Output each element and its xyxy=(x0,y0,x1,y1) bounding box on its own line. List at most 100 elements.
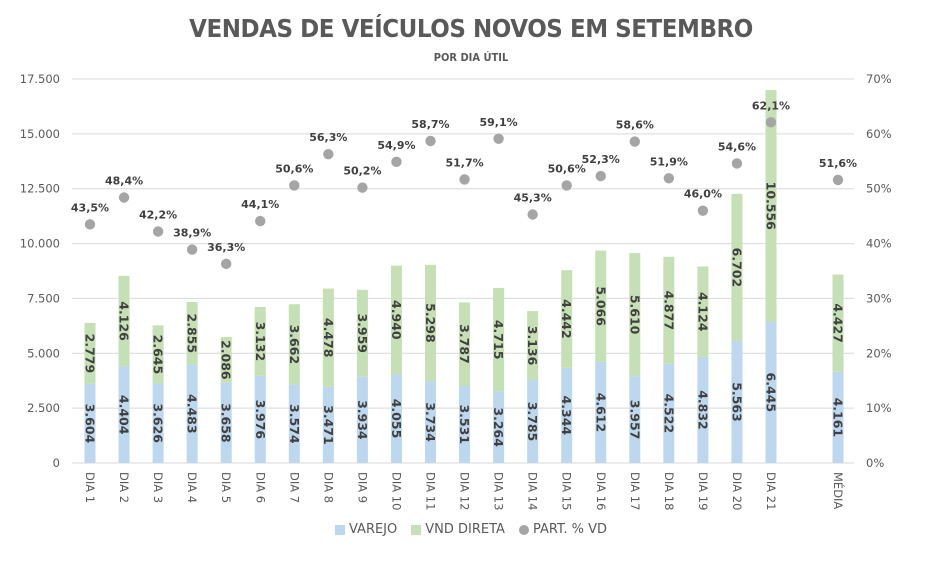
data-label-vnd-direta: 4.478 xyxy=(321,318,336,358)
bar-varejo xyxy=(832,371,844,463)
x-tick-label: DIA 13 xyxy=(492,472,506,510)
bar-vnd-direta xyxy=(288,304,300,385)
bar-varejo xyxy=(118,366,130,463)
bar-varejo xyxy=(390,374,402,463)
marker-part-vd xyxy=(595,170,606,182)
x-tick-label: DIA 9 xyxy=(355,472,369,503)
bar-vnd-direta xyxy=(527,311,539,380)
data-label-vnd-direta: 10.556 xyxy=(764,182,779,231)
bar-varejo xyxy=(663,363,675,463)
x-tick-label: DIA 14 xyxy=(526,472,540,510)
bar-varejo xyxy=(459,385,471,463)
legend-label-varejo: VAREJO xyxy=(348,522,398,537)
marker-part-vd xyxy=(221,258,232,270)
y-left-tick-label: 15.000 xyxy=(20,127,60,141)
x-tick-label: DIA 1 xyxy=(83,472,97,503)
y-right-tick-label: 40% xyxy=(866,237,892,251)
y-left-tick-label: 7.500 xyxy=(27,291,60,305)
data-label-part-vd: 51,9% xyxy=(650,155,688,168)
bar-vnd-direta xyxy=(731,193,743,341)
data-label-vnd-direta: 3.662 xyxy=(287,325,302,365)
legend-label-vnd-direta: VND DIRETA xyxy=(425,522,505,537)
legend-label-part-vd: PART. % VD xyxy=(532,522,607,537)
marker-part-vd xyxy=(493,133,504,144)
bar-varejo xyxy=(288,384,300,463)
chart-subtitle: POR DIA ÚTIL xyxy=(433,51,509,64)
data-label-vnd-direta: 3.787 xyxy=(457,324,472,364)
data-label-part-vd: 59,1% xyxy=(480,116,518,129)
x-tick-label: DIA 16 xyxy=(594,472,608,510)
data-label-varejo: 3.785 xyxy=(525,402,540,442)
bar-vnd-direta xyxy=(186,301,198,365)
bar-varejo xyxy=(322,386,334,463)
bar-varejo xyxy=(220,382,232,463)
data-label-part-vd: 38,9% xyxy=(173,227,211,240)
y-right-tick-label: 70% xyxy=(866,72,892,86)
x-tick-label: DIA 12 xyxy=(458,472,472,510)
bar-vnd-direta xyxy=(663,256,675,364)
data-label-vnd-direta: 4.427 xyxy=(831,303,846,343)
y-right-tick-label: 20% xyxy=(866,346,892,360)
y-left-tick-label: 12.500 xyxy=(20,182,60,196)
data-label-vnd-direta: 4.126 xyxy=(117,301,132,341)
bar-varejo xyxy=(254,375,266,463)
data-label-vnd-direta: 5.066 xyxy=(593,286,608,326)
legend-item-part-vd: PART. % VD xyxy=(518,522,607,537)
marker-part-vd xyxy=(425,135,436,147)
x-tick-label: DIA 7 xyxy=(287,472,301,503)
bar-vnd-direta xyxy=(322,288,334,387)
data-label-part-vd: 56,3% xyxy=(309,131,347,144)
data-label-vnd-direta: 6.702 xyxy=(729,248,744,288)
bar-varejo xyxy=(186,364,198,463)
marker-part-vd xyxy=(561,180,572,191)
bar-vnd-direta xyxy=(561,270,573,368)
bar-vnd-direta xyxy=(220,336,232,383)
marker-part-vd xyxy=(731,158,743,169)
data-label-varejo: 4.832 xyxy=(695,390,710,430)
x-tick-label: MÉDIA xyxy=(831,472,846,509)
data-label-varejo: 3.604 xyxy=(83,404,98,444)
data-label-part-vd: 58,7% xyxy=(411,118,449,131)
bar-vnd-direta xyxy=(832,274,844,372)
data-label-part-vd: 54,6% xyxy=(718,140,756,153)
y-left-tick-label: 17.500 xyxy=(20,72,60,86)
data-label-varejo: 3.626 xyxy=(151,403,166,443)
bar-vnd-direta xyxy=(493,287,505,392)
data-label-vnd-direta: 2.855 xyxy=(185,314,200,354)
marker-part-vd xyxy=(323,148,334,160)
x-tick-label: DIA 11 xyxy=(424,472,438,510)
data-label-vnd-direta: 4.940 xyxy=(389,300,404,340)
x-tick-label: DIA 10 xyxy=(389,472,403,510)
data-label-varejo: 4.344 xyxy=(559,396,574,436)
data-label-varejo: 4.522 xyxy=(661,394,676,434)
bar-vnd-direta xyxy=(152,325,164,384)
marker-part-vd xyxy=(663,173,675,184)
x-tick-label: DIA 21 xyxy=(764,472,778,510)
bar-varejo xyxy=(356,376,368,463)
marker-part-vd xyxy=(186,244,198,255)
marker-part-vd xyxy=(357,182,368,193)
data-label-vnd-direta: 4.715 xyxy=(491,320,506,360)
bar-vnd-direta xyxy=(629,253,641,377)
chart-title: VENDAS DE VEÍCULOS NOVOS EM SETEMBRO xyxy=(189,14,753,43)
y-left-tick-label: 5.000 xyxy=(27,346,60,360)
data-label-varejo: 3.531 xyxy=(457,404,472,444)
marker-part-vd xyxy=(289,180,300,191)
x-tick-label: DIA 18 xyxy=(662,472,676,510)
data-label-varejo: 6.445 xyxy=(764,373,779,413)
data-label-vnd-direta: 4.877 xyxy=(661,290,676,330)
data-label-vnd-direta: 3.132 xyxy=(253,322,268,362)
data-label-part-vd: 36,3% xyxy=(207,241,245,254)
bar-varejo xyxy=(493,391,505,463)
data-label-varejo: 3.957 xyxy=(627,400,642,440)
data-label-part-vd: 45,3% xyxy=(514,191,552,204)
bar-vnd-direta xyxy=(595,250,607,362)
x-tick-label: DIA 3 xyxy=(151,472,165,503)
data-label-vnd-direta: 2.086 xyxy=(219,340,234,380)
data-label-part-vd: 51,6% xyxy=(819,157,857,170)
y-left-tick-label: 2.500 xyxy=(27,401,60,415)
data-label-part-vd: 48,4% xyxy=(105,174,143,187)
data-label-vnd-direta: 3.959 xyxy=(355,313,370,353)
data-label-varejo: 4.404 xyxy=(117,395,132,435)
